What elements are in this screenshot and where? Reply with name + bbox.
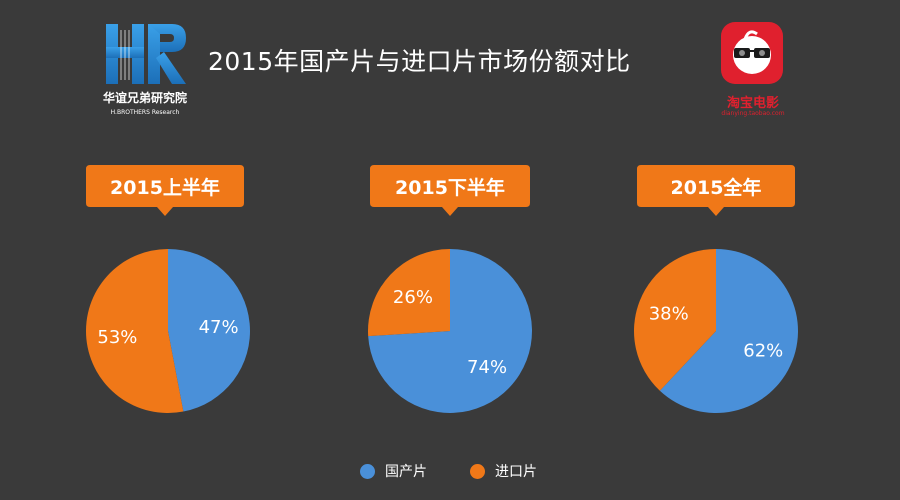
- pie-chart-1: 2015上半年 47% 53%: [85, 165, 250, 414]
- pie-slice-domestic: [168, 249, 250, 412]
- pie-slice-domestic: [659, 249, 798, 413]
- legend-label-import: 进口片: [495, 464, 537, 480]
- hbrothers-logo: 华谊兄弟研究院 H.BROTHERS Research: [103, 24, 187, 116]
- chart-title-callout: [637, 165, 795, 216]
- chart-title-callout: [370, 165, 530, 216]
- pie-slice-import: [368, 249, 450, 337]
- pie-slice-domestic: [368, 249, 532, 413]
- header: 华谊兄弟研究院 H.BROTHERS Research 2015年国产片与进口片…: [0, 0, 900, 130]
- chart-title: 2015上半年: [110, 176, 220, 199]
- legend-swatch-import: [470, 463, 485, 479]
- taobao-movie-logo: 淘宝电影 dianying.taobao.com: [717, 22, 789, 127]
- pie-slice-label: 38%: [649, 303, 689, 324]
- pie-slice-label: 53%: [97, 327, 137, 348]
- pie-slice-label: 47%: [199, 317, 239, 338]
- taobao-movie-icon: [721, 22, 783, 84]
- logo-org-cn: 华谊兄弟研究院: [103, 90, 187, 105]
- chart-title-callout: [86, 165, 244, 216]
- chart-title: 2015全年: [671, 176, 762, 199]
- page-title: 2015年国产片与进口片市场份额对比: [208, 47, 631, 76]
- legend-item-domestic: 国产片: [360, 460, 427, 482]
- taobao-movie-name: 淘宝电影: [726, 96, 779, 111]
- chart-title: 2015下半年: [395, 176, 505, 199]
- legend-item-import: 进口片: [470, 460, 537, 482]
- pie-slice-import: [85, 249, 184, 414]
- pie-slice-label: 62%: [743, 341, 783, 362]
- logo-org-en: H.BROTHERS Research: [111, 109, 180, 116]
- pie-slice-import: [633, 249, 716, 391]
- legend-swatch-domestic: [360, 463, 375, 479]
- taobao-movie-url: dianying.taobao.com: [721, 110, 785, 117]
- pie-chart-3: 2015全年 62% 38%: [633, 165, 798, 413]
- pie-slice-label: 74%: [467, 357, 507, 378]
- legend-label-domestic: 国产片: [385, 464, 427, 480]
- pie-chart-2: 2015下半年 74% 26%: [368, 165, 532, 413]
- pie-slice-label: 26%: [393, 287, 433, 308]
